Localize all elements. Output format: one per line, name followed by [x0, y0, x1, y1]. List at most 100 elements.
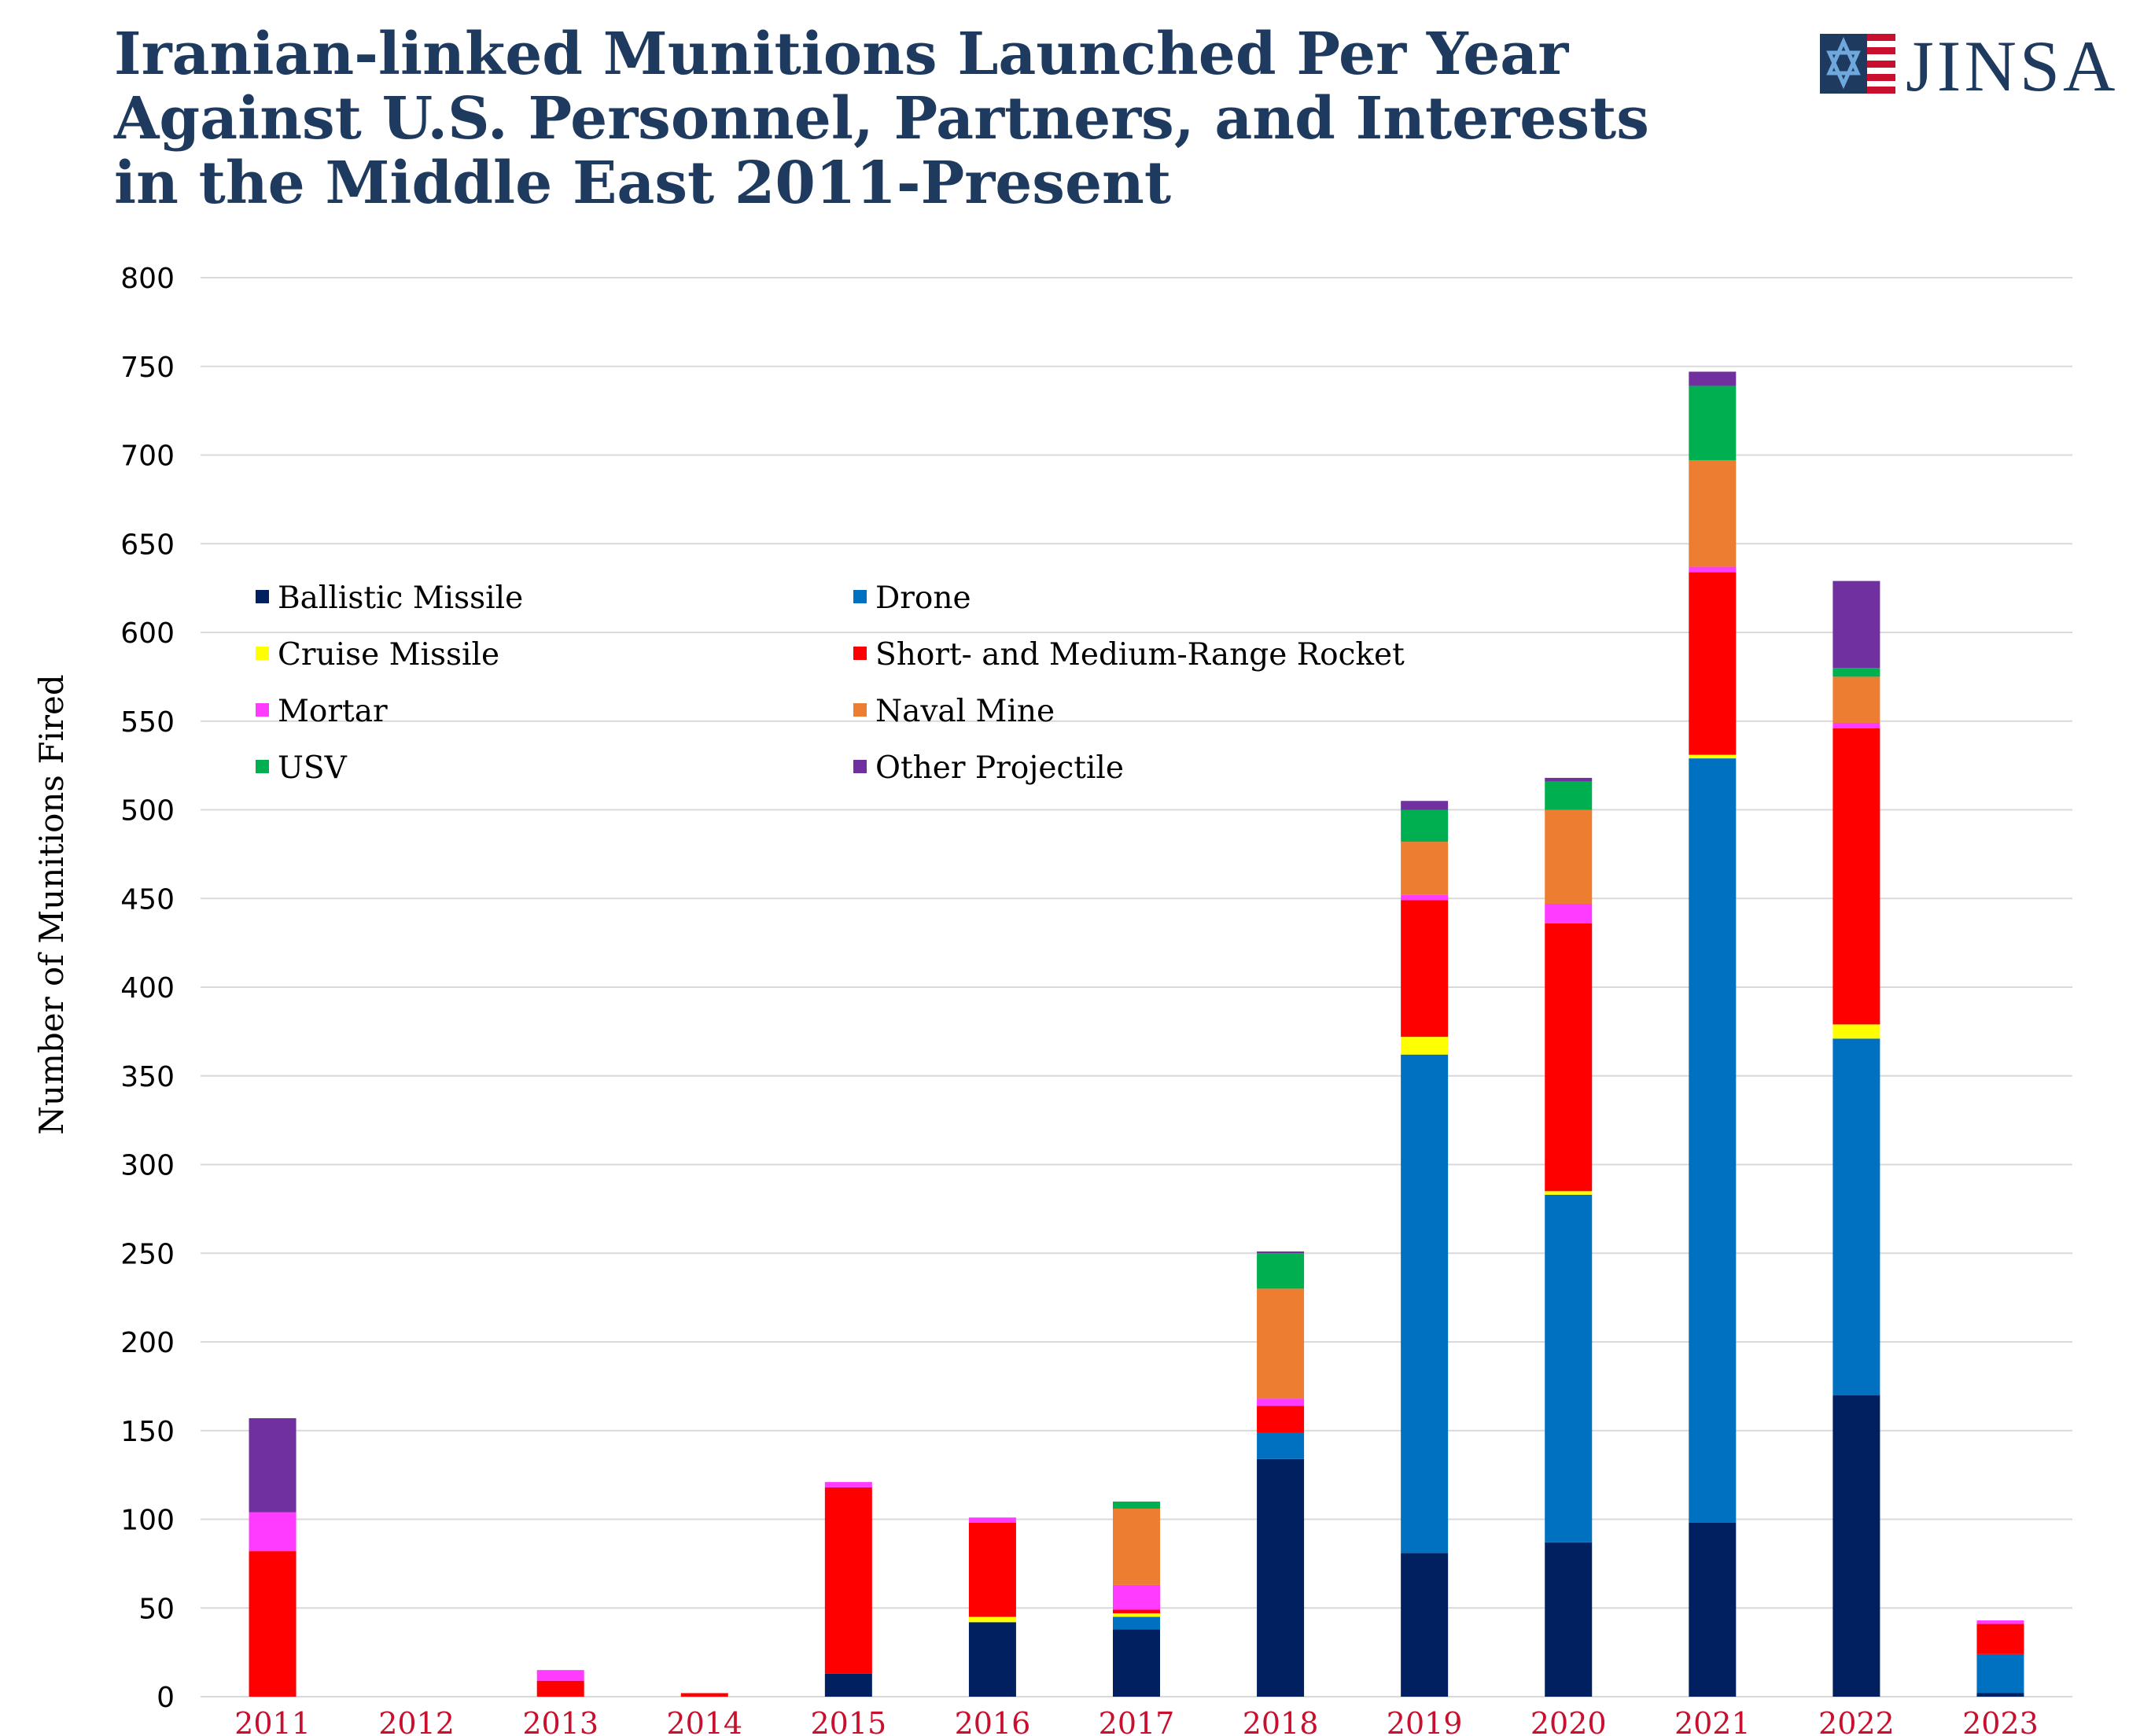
bar-segment: [968, 1517, 1016, 1524]
legend-label: Cruise Missile: [278, 637, 499, 673]
x-tick-label: 2018: [1243, 1706, 1319, 1736]
bar-segment: [1832, 676, 1880, 724]
bar-segment: [824, 1673, 872, 1697]
x-tick-label: 2023: [1962, 1706, 2039, 1736]
title-line: in the Middle East 2011-Present: [114, 149, 1172, 217]
bar-segment: [1401, 809, 1449, 842]
chart-title: Iranian-linked Munitions Launched Per Ye…: [114, 22, 1766, 216]
y-tick-label: 350: [120, 1061, 175, 1093]
bar-segment: [1545, 777, 1593, 782]
bar-segment: [249, 1551, 297, 1697]
bar-segment: [968, 1622, 1016, 1697]
bar-segment: [824, 1487, 872, 1674]
bar-segment: [1113, 1609, 1160, 1614]
jinsa-logo: JINSA: [1817, 26, 2116, 106]
bar-segment: [1401, 1553, 1449, 1697]
legend-label: Mortar: [278, 694, 388, 729]
x-ticks-layer: 2011 2012 2013 2014 2015 2016 2017 2018 2019 2020…: [234, 1706, 2039, 1736]
y-tick-label: 600: [120, 617, 175, 650]
bar-segment: [1545, 923, 1593, 1192]
bar-segment: [1689, 371, 1737, 386]
bar-segment: [1257, 1253, 1305, 1289]
y-tick-label: 50: [138, 1593, 175, 1625]
bar-segment: [1689, 758, 1737, 1524]
bar-segment: [249, 1512, 297, 1552]
y-tick-label: 700: [120, 440, 175, 473]
legend-swatch: [256, 647, 269, 660]
y-axis-label: Number of Munitions Fired: [32, 674, 71, 1134]
flag-star-icon: [1820, 34, 1895, 94]
bar-segment: [1976, 1624, 2024, 1654]
bar-segment: [1545, 1194, 1593, 1542]
bar-segment: [1257, 1432, 1305, 1459]
legend-swatch: [256, 703, 269, 717]
legend-swatch: [853, 647, 867, 660]
bar-segment: [1976, 1653, 2024, 1694]
bar-segment: [968, 1616, 1016, 1623]
bar-segment: [824, 1482, 872, 1487]
y-tick-label: 800: [120, 263, 175, 295]
bar-segment: [1832, 728, 1880, 1025]
bar-segment: [1545, 904, 1593, 923]
y-tick-label: 200: [120, 1327, 175, 1359]
bar-segment: [1401, 894, 1449, 901]
y-tick-label: 500: [120, 795, 175, 827]
bar-segment: [1832, 668, 1880, 677]
legend-swatch: [256, 760, 269, 773]
legend-swatch: [853, 703, 867, 717]
bar-segment: [536, 1670, 584, 1681]
bar-segment: [1689, 385, 1737, 461]
bar-segment: [1832, 1395, 1880, 1697]
y-tick-label: 550: [120, 706, 175, 739]
x-tick-label: 2019: [1387, 1706, 1463, 1736]
bar-segment: [1689, 1523, 1737, 1697]
legend-label: Short- and Medium-Range Rocket: [875, 637, 1405, 673]
legend-label: USV: [278, 750, 348, 786]
legend-swatch: [853, 590, 867, 603]
y-tick-label: 750: [120, 352, 175, 384]
bar-segment: [249, 1417, 297, 1513]
bar-segment: [1401, 801, 1449, 810]
bar-segment: [1545, 809, 1593, 905]
bar-segment: [1113, 1508, 1160, 1585]
bar-segment: [1113, 1629, 1160, 1697]
x-tick-label: 2022: [1818, 1706, 1895, 1736]
bar-segment: [1545, 781, 1593, 810]
bar-segment: [1689, 754, 1737, 759]
grid-layer: [201, 277, 2072, 1697]
bar-segment: [1832, 1038, 1880, 1395]
bar-segment: [1689, 572, 1737, 755]
bar-segment: [1976, 1693, 2024, 1697]
bar-segment: [968, 1523, 1016, 1617]
bar-segment: [1113, 1584, 1160, 1610]
legend-label: Drone: [875, 581, 971, 616]
legend-label: Ballistic Missile: [278, 581, 523, 616]
x-tick-label: 2015: [810, 1706, 886, 1736]
bar-segment: [1401, 1037, 1449, 1055]
bar-segment: [1832, 581, 1880, 669]
bar-segment: [1401, 842, 1449, 895]
legend-swatch: [256, 590, 269, 603]
y-tick-label: 650: [120, 529, 175, 561]
bar-segment: [1545, 1542, 1593, 1697]
legend-label: Naval Mine: [875, 694, 1055, 729]
bar-segment: [680, 1693, 728, 1697]
bar-segment: [1401, 900, 1449, 1038]
bar-segment: [1113, 1501, 1160, 1509]
y-tick-label: 150: [120, 1416, 175, 1448]
logo-text: JINSA: [1906, 26, 2119, 106]
x-tick-label: 2020: [1530, 1706, 1607, 1736]
bar-segment: [536, 1680, 584, 1697]
title-line: Against U.S. Personnel, Partners, and In…: [114, 85, 1649, 153]
bar-segment: [1257, 1406, 1305, 1433]
bar-segment: [1976, 1620, 2024, 1624]
title-line: Iranian-linked Munitions Launched Per Ye…: [114, 20, 1569, 88]
y-tick-label: 400: [120, 972, 175, 1004]
x-tick-label: 2013: [522, 1706, 599, 1736]
bar-segment: [1257, 1288, 1305, 1399]
y-ticks-layer: 0 50 100 150 200 250 300 350 400 450 500 550 600 650 7…: [120, 263, 175, 1714]
bar-segment: [1545, 1191, 1593, 1195]
x-tick-label: 2011: [234, 1706, 311, 1736]
